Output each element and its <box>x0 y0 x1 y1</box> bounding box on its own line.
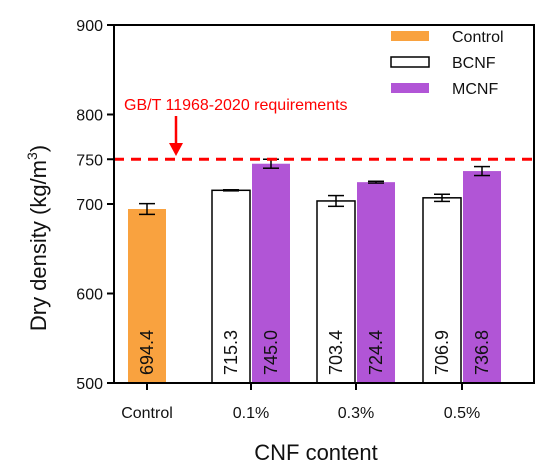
bar-label-mcnf-0-5: 736.8 <box>472 330 492 375</box>
y-axis-title-superscript: 3 <box>24 152 40 160</box>
y-axis-title-base: Dry density (kg/m <box>26 160 51 331</box>
bar-mcnf-0-5 <box>463 171 501 383</box>
reference-layer: GB/T 11968-2020 requirements <box>114 97 534 161</box>
y-tick-label-700: 700 <box>76 197 103 214</box>
bar-bcnf-0-3 <box>316 200 356 384</box>
legend-swatch-bcnf <box>390 56 430 68</box>
reference-line-label: GB/T 11968-2020 requirements <box>124 97 348 114</box>
error-bars-layer <box>139 158 490 216</box>
bar-label-bcnf-0-1: 715.3 <box>221 330 241 375</box>
bar-control-control <box>128 209 166 383</box>
x-tick-label-0-5: 0.5% <box>444 405 480 422</box>
bar-label-mcnf-0-1: 745.0 <box>261 330 281 375</box>
bar-label-bcnf-0-5: 706.9 <box>432 330 452 375</box>
y-tick-label-900: 900 <box>76 18 103 35</box>
legend-swatch-mcnf <box>391 83 429 93</box>
reference-arrow-head <box>169 143 183 156</box>
bar-mcnf-0-1 <box>252 163 290 383</box>
y-tick-label-600: 600 <box>76 287 103 304</box>
x-tick-label-control: Control <box>121 405 173 422</box>
legend-label-bcnf: BCNF <box>452 55 496 72</box>
x-axis-title: CNF content <box>254 440 378 465</box>
legend-label-mcnf: MCNF <box>452 81 498 98</box>
legend: Control BCNF MCNF <box>390 29 504 98</box>
x-tick-label-0-1: 0.1% <box>233 405 269 422</box>
x-tick-label-0-3: 0.3% <box>338 405 374 422</box>
bar-mcnf-0-3 <box>357 182 395 383</box>
y-axis-title-end: ) <box>26 145 51 152</box>
bar-label-control-control: 694.4 <box>137 330 157 375</box>
bar-label-mcnf-0-3: 724.4 <box>366 330 386 375</box>
bars-layer: 694.4 715.3 745.0 703.4 724.4 706.9 736.8 <box>128 163 501 384</box>
y-tick-label-800: 800 <box>76 108 103 125</box>
axes-layer: 500 600 700 750 800 900 Control 0.1% 0.3% 0.5% <box>76 18 535 422</box>
legend-label-control: Control <box>452 29 504 46</box>
legend-swatch-control <box>391 31 429 41</box>
bar-bcnf-0-1 <box>211 189 251 384</box>
y-tick-label-750: 750 <box>76 152 103 169</box>
y-tick-label-500: 500 <box>76 376 103 393</box>
bar-label-bcnf-0-3: 703.4 <box>326 330 346 375</box>
y-axis-title: Dry density (kg/m3) <box>24 145 51 331</box>
